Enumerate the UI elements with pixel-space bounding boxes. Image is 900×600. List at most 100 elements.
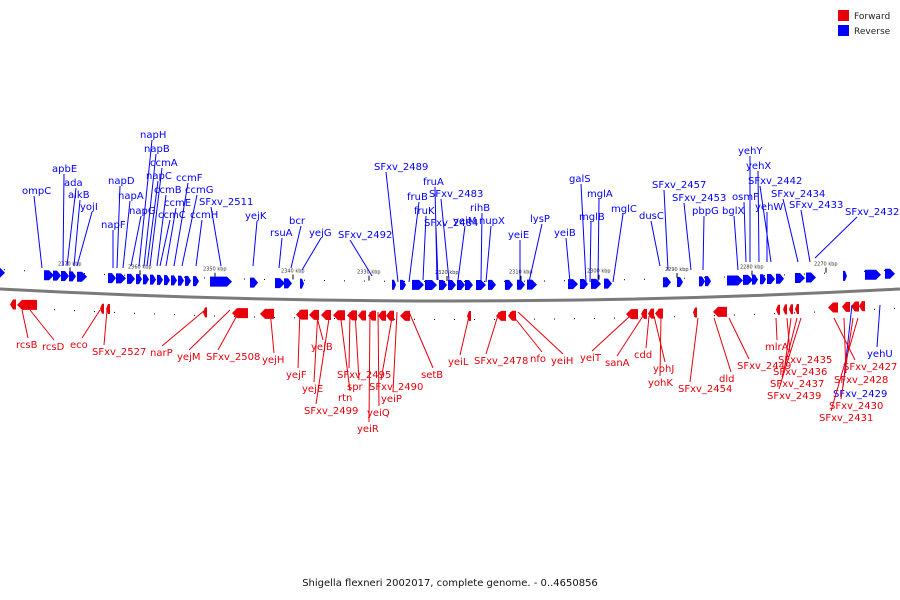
scale-ticks: 2370 kbp 2360 kbp 2350 kbp 2340 kbp 2330 kbp… [58,261,838,281]
scale-dot [864,270,865,272]
reverse-gene-arrow [885,268,895,279]
forward-label-leader [380,311,394,381]
reverse-gene-label: ccmH [190,210,218,221]
reverse-gene-arrow [568,279,578,290]
reverse-gene-label: napG [129,206,156,217]
forward-gene-label: yejH [262,355,284,366]
forward-gene-label: mlrA [765,342,789,353]
reverse-label-leader [138,139,153,267]
forward-gene-label: SFxv_2527 [92,347,146,358]
reverse-gene-arrow [591,278,601,289]
reverse-label-leader [181,194,198,267]
scale-dot [874,308,875,310]
scale-dot [74,310,75,312]
forward-gene-arrow [368,310,376,321]
scale-dot [104,273,105,275]
scale-dot [394,318,395,320]
forward-genes [10,299,865,321]
forward-gene-arrow [17,299,37,310]
scale-dot [4,269,5,271]
reverse-gene-label: ompC [22,186,51,197]
forward-gene-arrow [789,304,793,315]
reverse-label-leader [130,215,142,267]
scale-dot [84,273,85,275]
reverse-label-leader [62,173,65,267]
forward-label-leader [103,309,108,346]
scale-tick-label: 2300 kbp [587,269,611,275]
reverse-label-leader [278,237,283,269]
scale-dot [304,279,305,281]
forward-gene-label: yeiL [448,357,469,368]
scale-dot [424,280,425,282]
reverse-label-leader [782,198,799,263]
forward-gene-label: SFxv_2435 [778,355,832,366]
scale-dot [644,278,645,280]
reverse-gene-label: ccmA [150,158,178,169]
reverse-gene-label: nupX [479,216,505,227]
reverse-gene-arrow [250,277,258,288]
reverse-gene-arrow [157,274,163,285]
forward-gene-arrow [783,304,787,315]
forward-gene-label: eco [70,340,88,351]
forward-label-leader [775,317,778,341]
reverse-gene-arrow [517,279,525,290]
scale-dot [414,318,415,320]
reverse-label-leader [33,195,43,269]
reverse-label-leader [683,202,692,271]
reverse-gene-label: rsuA [270,228,293,239]
forward-gene-label: SFxv_2427 [843,362,897,373]
forward-gene-label: SFxv_2439 [767,391,821,402]
reverse-gene-arrow [806,272,816,283]
reverse-label-leader [876,304,881,348]
reverse-gene-arrow [392,279,396,290]
scale-tick-label: 2340 kbp [281,269,305,275]
forward-label-leader [840,317,854,400]
forward-label-leader [81,309,101,339]
reverse-gene-arrow [439,279,447,290]
reverse-label-leader [743,201,747,263]
reverse-label-leader [589,221,592,283]
reverse-gene-label: dusC [639,211,664,222]
forward-gene-arrow [713,306,727,317]
genome-axis [0,269,900,320]
forward-gene-label: yeiQ [367,408,390,419]
forward-gene-label: SFxv_2449 [737,361,791,372]
reverse-gene-label: SFxv_2489 [374,162,428,173]
reverse-gene-arrow [210,276,232,287]
forward-gene-label: rcsB [16,340,38,351]
forward-gene-label: SFxv_2437 [770,379,824,390]
scale-dot [474,318,475,320]
scale-dot [704,277,705,279]
forward-gene-arrow [776,304,780,315]
scale-dot [804,273,805,275]
reverse-gene-arrow [795,272,805,283]
reverse-genes [0,267,895,290]
reverse-label-leader [173,182,189,267]
scale-tick-label: 2270 kbp [814,262,838,268]
reverse-label-leader [349,239,373,277]
reverse-gene-label: SFxv_2484 [424,218,478,229]
forward-gene-arrow [795,303,799,314]
reverse-gene-arrow [752,274,758,285]
reverse-gene-arrow [116,273,126,284]
reverse-gene-arrow [580,278,588,289]
scale-dot [54,309,55,311]
scale-dot [714,315,715,317]
reverse-gene-arrow [488,279,496,290]
reverse-label-leader [156,194,167,267]
reverse-gene-label: mglA [587,189,613,200]
forward-label-leader [297,309,301,369]
scale-dot [794,312,795,314]
forward-gene-arrow [296,309,308,320]
reverse-label-leader [159,219,171,267]
reverse-gene-label: fruA [423,177,444,188]
reverse-label-leader [301,237,322,271]
reverse-gene-arrow [465,279,473,290]
scale-dot [444,280,445,282]
reverse-gene-label: ada [64,178,83,189]
reverse-gene-arrow [61,271,69,282]
reverse-gene-label: SFxv_2434 [771,189,825,200]
forward-label-leader [485,311,500,355]
reverse-gene-arrow [171,275,177,286]
